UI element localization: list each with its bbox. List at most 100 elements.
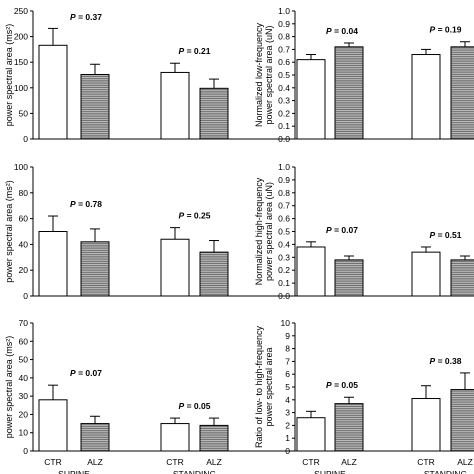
y-tick-label: 0: [23, 446, 28, 456]
p-symbol: P: [179, 401, 185, 411]
y-tick-label: 40: [19, 239, 29, 249]
y-tick-label: 70: [19, 318, 29, 328]
y-tick-label: 2: [285, 420, 290, 430]
y-tick-label: 100: [14, 162, 28, 172]
y-axis-label-line: Normalized low-frequency: [254, 22, 264, 127]
group-label: STANDING: [424, 469, 467, 474]
x-tick-label: ALZ: [206, 457, 222, 467]
p-symbol: P: [326, 380, 332, 390]
p-symbol: P: [430, 25, 436, 35]
p-value-label: P = 0.07: [70, 368, 102, 378]
y-tick-label: 0.4: [278, 83, 290, 93]
ctr-bar: [411, 54, 441, 140]
y-tick-label: 0.3: [278, 96, 290, 106]
y-axis-label: power spectral area (ms²): [4, 336, 14, 439]
x-tick-label: ALZ: [341, 457, 357, 467]
y-axis-label: Ratio of low- to high-frequencypower spe…: [254, 325, 274, 448]
y-tick-label: 50: [19, 108, 29, 118]
y-tick-label: 40: [19, 373, 29, 383]
y-tick-label: 7: [285, 356, 290, 366]
y-tick-label: 0.5: [278, 70, 290, 80]
alz-bar: [199, 251, 229, 297]
p-value-label: P = 0.78: [70, 199, 102, 209]
ctr-bar: [160, 238, 190, 297]
ctr-bar: [38, 399, 68, 452]
y-tick-label: 0.0: [278, 291, 290, 301]
p-value-label: P = 0.05: [179, 401, 211, 411]
alz-bar: [334, 259, 364, 297]
p-symbol: P: [179, 211, 185, 221]
alz-bar: [199, 424, 229, 452]
y-tick-label: 30: [19, 391, 29, 401]
alz-bar: [334, 46, 364, 140]
y-tick-label: 0.4: [278, 239, 290, 249]
ctr-bar: [296, 246, 326, 297]
ctr-bar: [160, 71, 190, 140]
alz-bar: [80, 241, 110, 297]
group-label: STANDING: [173, 469, 216, 474]
ctr-bar: [296, 417, 326, 452]
ctr-bar: [296, 59, 326, 140]
y-tick-label: 9: [285, 331, 290, 341]
y-tick-label: 0.0: [278, 134, 290, 144]
chart-panel-middle-right: 0.0 0.1 0.2 0.3 0.4 0.5 0.6 0.7 0.8 0.9 1.0 Normali…: [254, 162, 474, 301]
y-tick-label: 1: [285, 433, 290, 443]
p-value-label: P = 0.07: [326, 225, 358, 235]
y-tick-label: 0.2: [278, 108, 290, 118]
p-value-label: P = 0.38: [430, 356, 462, 366]
p-value-label: P = 0.21: [179, 46, 211, 56]
y-tick-label: 20: [19, 265, 29, 275]
y-axis-label-line: power spectral area (ms²): [4, 336, 14, 439]
y-tick-label: 0.9: [278, 175, 290, 185]
alz-bar: [80, 423, 110, 452]
y-tick-label: 0: [285, 446, 290, 456]
alz-bar: [450, 389, 474, 452]
p-value-label: P = 0.05: [326, 380, 358, 390]
ctr-bar: [411, 398, 441, 452]
y-tick-label: 150: [14, 57, 28, 67]
y-tick-label: 200: [14, 32, 28, 42]
y-tick-label: 0.9: [278, 19, 290, 29]
y-tick-label: 0.8: [278, 32, 290, 42]
x-tick-label: CTR: [302, 457, 319, 467]
y-axis-label-line: power spectral area (uN): [264, 25, 274, 124]
chart-panel-top-right: 0.0 0.1 0.2 0.3 0.4 0.5 0.6 0.7 0.8 0.9 1.0 Normali…: [254, 6, 474, 144]
y-axis-label-line: power spectral area (ms²): [4, 180, 14, 283]
p-symbol: P: [430, 356, 436, 366]
y-tick-label: 5: [285, 382, 290, 392]
y-tick-label: 0.7: [278, 201, 290, 211]
p-symbol: P: [70, 199, 76, 209]
p-value-label: P = 0.04: [326, 26, 358, 36]
y-axis-label: Normalized low-frequencypower spectral a…: [254, 22, 274, 127]
y-tick-label: 100: [14, 83, 28, 93]
ctr-bar: [160, 423, 190, 452]
y-tick-label: 1.0: [278, 6, 290, 16]
p-symbol: P: [326, 26, 332, 36]
y-tick-label: 0.1: [278, 121, 290, 131]
y-tick-label: 0.3: [278, 252, 290, 262]
y-tick-label: 60: [19, 214, 29, 224]
p-symbol: P: [430, 230, 436, 240]
y-tick-label: 4: [285, 395, 290, 405]
y-tick-label: 8: [285, 344, 290, 354]
y-axis-label-line: power spectral area (ms²): [4, 24, 14, 127]
chart-panel-bottom-right: 0 1 2 3 4 5 6 7 8 9 10 Ratio of low- to high-freque…: [254, 318, 474, 474]
y-axis-label: power spectral area (ms²): [4, 180, 14, 283]
y-axis-label-line: Normalized high-frequency: [254, 177, 264, 285]
y-tick-label: 20: [19, 409, 29, 419]
y-axis-label-line: Ratio of low- to high-frequency: [254, 325, 264, 448]
x-tick-label: ALZ: [87, 457, 103, 467]
y-tick-label: 10: [19, 428, 29, 438]
y-tick-label: 0: [23, 134, 28, 144]
alz-bar: [450, 259, 474, 297]
y-tick-label: 50: [19, 355, 29, 365]
p-value-label: P = 0.25: [179, 211, 211, 221]
x-tick-label: ALZ: [457, 457, 473, 467]
y-tick-label: 80: [19, 188, 29, 198]
y-tick-label: 0.6: [278, 214, 290, 224]
y-tick-label: 0.1: [278, 278, 290, 288]
y-tick-label: 0.6: [278, 57, 290, 67]
